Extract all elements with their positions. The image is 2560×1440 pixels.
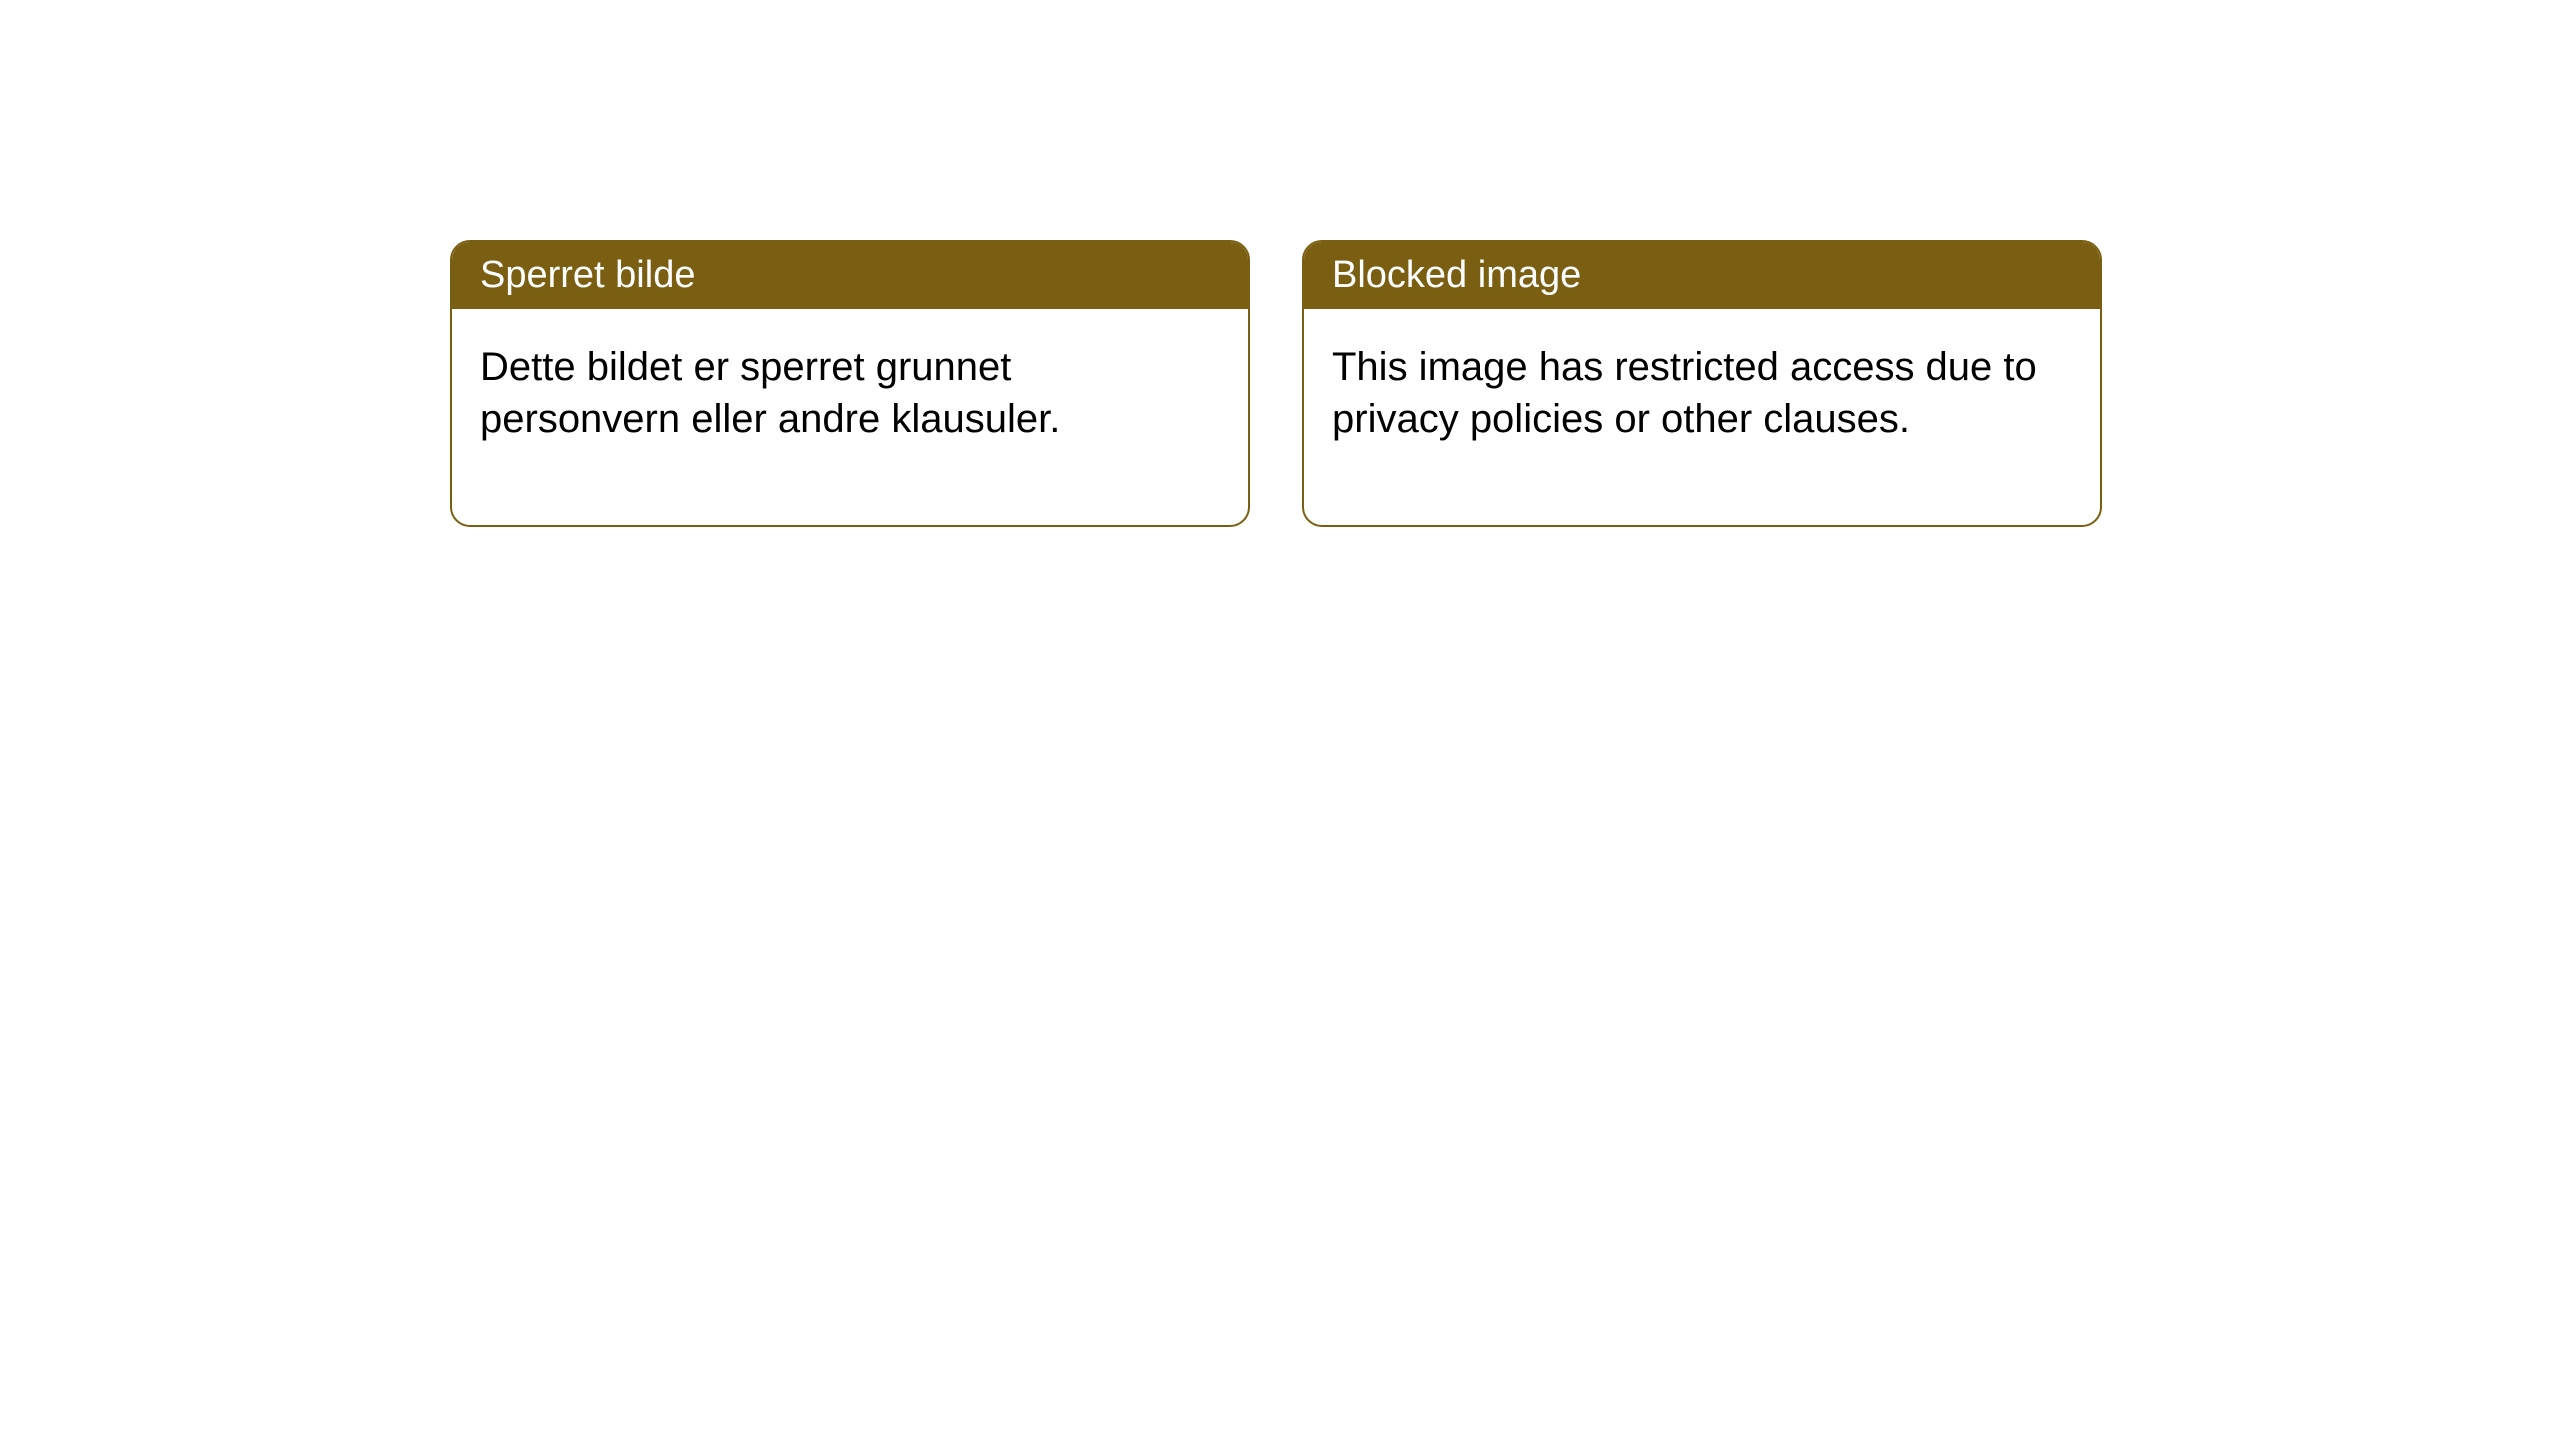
notice-header: Blocked image <box>1304 242 2100 309</box>
notice-body: This image has restricted access due to … <box>1304 309 2100 525</box>
notice-body: Dette bildet er sperret grunnet personve… <box>452 309 1248 525</box>
notice-container: Sperret bilde Dette bildet er sperret gr… <box>450 240 2102 527</box>
notice-box-english: Blocked image This image has restricted … <box>1302 240 2102 527</box>
notice-box-norwegian: Sperret bilde Dette bildet er sperret gr… <box>450 240 1250 527</box>
notice-header: Sperret bilde <box>452 242 1248 309</box>
